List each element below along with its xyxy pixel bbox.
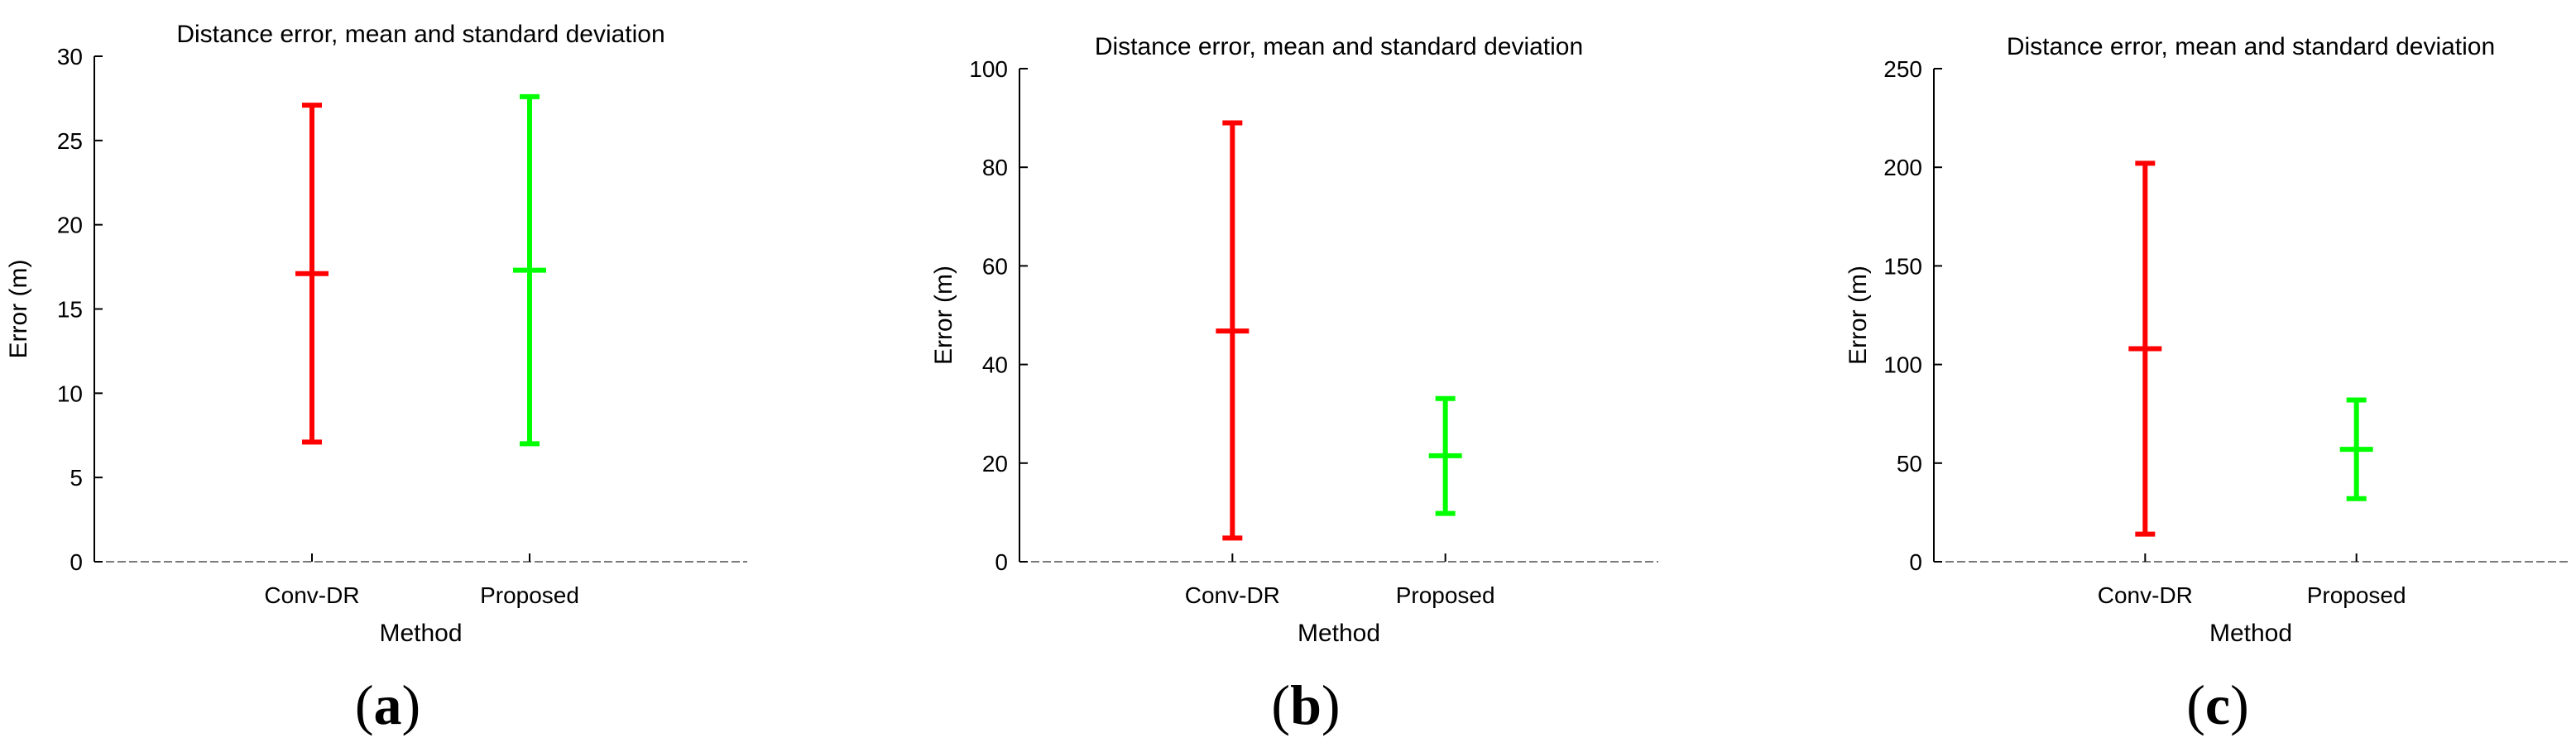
caption-paren-close: ) <box>2230 673 2249 736</box>
y-tick-label: 0 <box>70 549 83 575</box>
y-axis-label: Error (m) <box>5 260 32 359</box>
chart-panel: 0 5 10 15 20 25 30 Conv-DR Proposed Distance erro… <box>5 21 747 736</box>
caption-letter: c <box>2205 673 2230 736</box>
caption-paren-close: ) <box>402 673 421 736</box>
y-tick-label: 15 <box>57 297 83 323</box>
chart-title: Distance error, mean and standard deviat… <box>176 21 664 48</box>
panel-caption: (c) <box>2186 673 2249 736</box>
caption-paren-open: ( <box>355 673 374 736</box>
y-tick-label: 40 <box>982 352 1008 378</box>
caption-letter: a <box>374 673 402 736</box>
y-tick-label: 100 <box>969 56 1008 82</box>
y-tick-label: 60 <box>982 253 1008 279</box>
panel-caption: (b) <box>1271 673 1340 736</box>
x-tick-label: Proposed <box>480 582 579 608</box>
caption-paren-close: ) <box>1322 673 1341 736</box>
y-tick-label: 200 <box>1883 155 1922 180</box>
chart-panel: 0 50 100 150 200 250 Conv-DR Proposed Distance e… <box>1844 33 2568 736</box>
y-tick-label: 0 <box>1909 549 1922 575</box>
y-tick-label: 5 <box>70 465 83 491</box>
y-tick-label: 250 <box>1883 56 1922 82</box>
y-tick-label: 150 <box>1883 253 1922 279</box>
y-tick-label: 80 <box>982 155 1008 180</box>
x-axis-label: Method <box>1298 620 1380 647</box>
chart-title: Distance error, mean and standard deviat… <box>2007 33 2495 60</box>
panel-caption: (a) <box>355 673 420 736</box>
y-tick-label: 20 <box>982 451 1008 477</box>
y-tick-label: 10 <box>57 381 83 406</box>
caption-paren-open: ( <box>1271 673 1290 736</box>
x-tick-label: Proposed <box>2307 582 2406 608</box>
chart-panel: 0 20 40 60 80 100 Conv-DR Proposed Distance erro… <box>930 33 1658 736</box>
y-axis-label: Error (m) <box>1844 266 1872 365</box>
y-tick-label: 100 <box>1883 352 1922 378</box>
caption-letter: b <box>1290 673 1322 736</box>
y-tick-label: 0 <box>995 549 1008 575</box>
x-tick-label: Conv-DR <box>1185 582 1280 608</box>
y-tick-label: 30 <box>57 44 83 69</box>
chart-title: Distance error, mean and standard deviat… <box>1095 33 1583 60</box>
x-tick-label: Conv-DR <box>264 582 359 608</box>
y-axis-label: Error (m) <box>930 266 957 365</box>
x-axis-label: Method <box>2209 620 2292 647</box>
x-axis-label: Method <box>379 620 462 647</box>
x-tick-label: Conv-DR <box>2098 582 2193 608</box>
x-tick-label: Proposed <box>1396 582 1495 608</box>
caption-paren-open: ( <box>2186 673 2205 736</box>
y-tick-label: 25 <box>57 128 83 154</box>
y-tick-label: 50 <box>1897 451 1922 477</box>
y-tick-label: 20 <box>57 213 83 238</box>
